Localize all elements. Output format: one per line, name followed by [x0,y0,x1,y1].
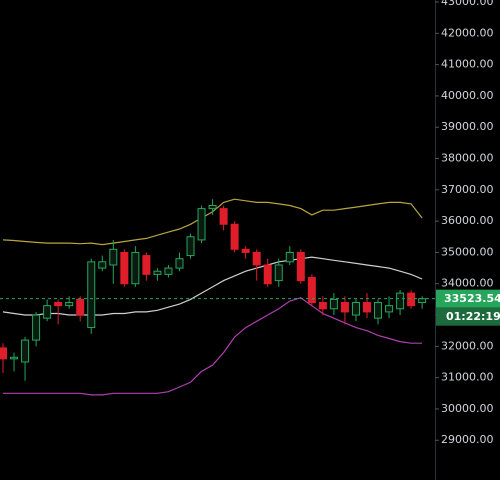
candle-body [285,251,294,263]
candle-body [230,223,239,250]
candle-body [197,208,206,241]
y-tick-label: 38000.00 [441,152,494,165]
candle-body [120,251,129,285]
candle-body [274,264,283,282]
candle-body [186,236,195,257]
candle-body [241,248,250,253]
candle-body [208,204,217,210]
y-tick-label: 41000.00 [441,58,494,71]
last-price-label: 33523.54 [444,292,500,305]
candle-body [263,264,272,285]
y-tick-label: 39000.00 [441,120,494,133]
candle-body [153,270,162,275]
candle-body [351,302,360,316]
middle-band [2,256,423,316]
candle-body [131,251,140,285]
y-tick-label: 34000.00 [441,277,494,290]
y-tick-label: 42000.00 [441,26,494,39]
y-tick-label: 29000.00 [441,433,494,446]
y-tick-label: 30000.00 [441,402,494,415]
candle-body [109,248,118,266]
countdown-box [436,307,500,326]
candle-body [407,292,416,307]
candle-body [396,292,405,310]
candle-body [175,258,184,269]
y-tick-label: 43000.00 [441,0,494,8]
lower-band [3,297,423,396]
candle-body [329,298,338,310]
candle-body [385,305,394,313]
candle-body [87,261,96,329]
y-tick-label: 31000.00 [441,371,494,384]
candle-body [164,267,173,275]
candle-body [418,298,427,304]
candle-body [10,356,19,360]
candle-body [65,302,74,307]
candle-body [142,255,151,275]
candle-body [318,302,327,310]
candle-body [340,302,349,313]
y-tick-label: 35000.00 [441,245,494,258]
candle-body [362,302,371,313]
candle-body [76,298,85,316]
candle-body [0,347,7,360]
candle-body [54,302,63,307]
last-price-box [436,289,500,308]
candle-body [307,276,316,304]
candle-body [296,251,305,282]
y-tick-label: 37000.00 [441,183,494,196]
candle-body [374,302,383,319]
candle-body [219,208,228,225]
candle-body [32,314,41,341]
y-tick-label: 32000.00 [441,339,494,352]
countdown-label: 01:22:19 [446,310,500,323]
y-tick-label: 36000.00 [441,214,494,227]
candle-body [43,305,52,319]
candle-body [98,261,107,269]
y-tick-label: 40000.00 [441,89,494,102]
candle-body [252,251,261,266]
candle-body [21,339,30,363]
